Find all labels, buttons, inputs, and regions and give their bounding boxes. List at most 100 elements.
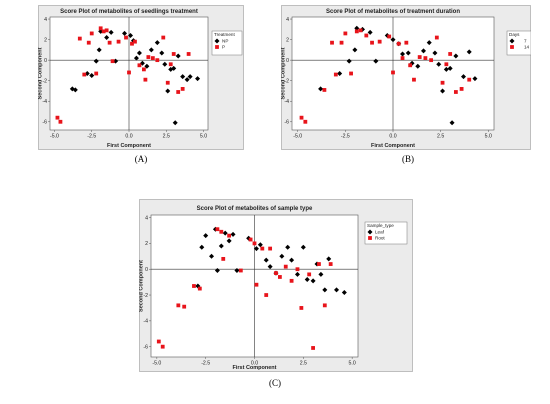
- data-point-diamond: [172, 120, 178, 126]
- data-point-diamond: [426, 40, 432, 46]
- legend-box: [506, 30, 532, 56]
- data-point-square: [453, 90, 458, 94]
- data-point-square: [274, 271, 278, 275]
- legend-label: Leaf: [375, 230, 385, 235]
- data-point-square: [238, 268, 243, 273]
- y-tick-label: 2: [145, 241, 148, 247]
- data-point-diamond: [405, 50, 411, 56]
- data-point-diamond: [322, 287, 328, 293]
- data-point-square: [260, 246, 265, 251]
- legend-label: 7: [524, 39, 527, 44]
- y-tick-label: -2: [284, 78, 289, 84]
- legend-title: Sample_type: [367, 223, 394, 228]
- y-tick-label: 4: [145, 215, 148, 221]
- data-point-square: [339, 40, 344, 45]
- data-point-square: [322, 88, 327, 92]
- data-point-square: [330, 40, 334, 45]
- legend-marker-square: [215, 45, 219, 49]
- data-point-square: [408, 63, 413, 68]
- data-point-square: [248, 237, 253, 242]
- legend-title: Days: [509, 32, 520, 37]
- data-point-square: [328, 262, 333, 266]
- legend-label: P: [222, 45, 225, 50]
- data-point-square: [160, 344, 165, 349]
- data-point-square: [130, 41, 134, 46]
- y-tick-label: -6: [284, 120, 289, 126]
- data-point-square: [400, 56, 405, 60]
- data-point-square: [86, 40, 91, 45]
- x-tick-label: -5.0: [152, 361, 161, 367]
- data-point-square: [176, 90, 181, 94]
- y-tick-label: -4: [284, 99, 289, 105]
- data-point-square: [364, 33, 369, 38]
- data-point-square: [146, 55, 151, 59]
- data-point-diamond: [390, 37, 396, 43]
- data-point-diamond: [326, 256, 332, 262]
- data-point-diamond: [352, 47, 358, 53]
- chart-svg: Score Plot of metabolites of seedlings t…: [38, 5, 244, 150]
- data-point-square: [307, 272, 312, 277]
- data-point-square: [161, 35, 166, 40]
- data-point-square: [192, 284, 196, 288]
- x-tick-label: 0.0: [125, 134, 132, 140]
- y-tick-label: -4: [42, 99, 47, 105]
- legend-label: Root: [375, 236, 385, 241]
- data-point-square: [303, 119, 308, 124]
- data-point-diamond: [294, 271, 300, 277]
- data-point-square: [171, 52, 176, 56]
- data-point-square: [186, 52, 191, 56]
- data-point-square: [215, 227, 220, 232]
- data-point-square: [182, 304, 187, 309]
- data-point-square: [322, 303, 327, 308]
- legend-box: [364, 221, 408, 245]
- data-point-diamond: [461, 74, 467, 80]
- data-point-diamond: [96, 47, 102, 53]
- data-point-diamond: [453, 53, 459, 59]
- data-point-diamond: [195, 76, 201, 82]
- y-tick-label: -6: [143, 344, 148, 350]
- data-point-square: [429, 58, 434, 63]
- data-point-square: [423, 56, 428, 60]
- data-point-diamond: [472, 76, 478, 82]
- panel-caption-b: (B): [402, 154, 414, 164]
- data-point-diamond: [89, 73, 95, 79]
- data-point-diamond: [367, 29, 373, 35]
- x-axis-label: First Component: [371, 143, 415, 149]
- data-point-square: [343, 31, 348, 36]
- data-point-diamond: [289, 257, 295, 263]
- data-point-square: [448, 52, 453, 56]
- data-point-diamond: [222, 230, 228, 236]
- data-point-diamond: [214, 268, 220, 274]
- legend-title: Treatment: [214, 32, 235, 37]
- data-point-square: [176, 303, 181, 308]
- data-point-diamond: [148, 47, 154, 53]
- data-point-square: [143, 77, 148, 82]
- x-tick-label: -2.5: [87, 134, 96, 140]
- x-tick-label: -5.0: [50, 134, 59, 140]
- data-point-diamond: [373, 58, 379, 64]
- data-point-square: [142, 67, 146, 72]
- data-point-diamond: [400, 51, 406, 57]
- data-point-diamond: [175, 53, 181, 59]
- panel-caption-a: (A): [134, 154, 148, 164]
- data-point-square: [311, 346, 315, 350]
- data-point-diamond: [108, 29, 114, 35]
- y-tick-label: -6: [42, 120, 47, 126]
- data-point-diamond: [127, 32, 133, 38]
- data-point-diamond: [184, 77, 190, 83]
- data-point-diamond: [466, 49, 472, 55]
- data-point-square: [277, 275, 282, 279]
- data-point-diamond: [93, 58, 99, 64]
- data-point-square: [101, 29, 106, 34]
- y-tick-label: 2: [286, 37, 289, 43]
- legend-marker-square: [368, 236, 372, 240]
- data-point-square: [417, 55, 422, 59]
- x-tick-label: 0.0: [389, 134, 396, 140]
- legend-marker-square: [510, 45, 514, 49]
- data-point-square: [116, 39, 121, 44]
- data-point-square: [168, 62, 173, 67]
- data-point-diamond: [285, 244, 291, 250]
- data-point-square: [370, 40, 374, 45]
- data-point-square: [155, 58, 160, 63]
- data-point-diamond: [436, 61, 442, 67]
